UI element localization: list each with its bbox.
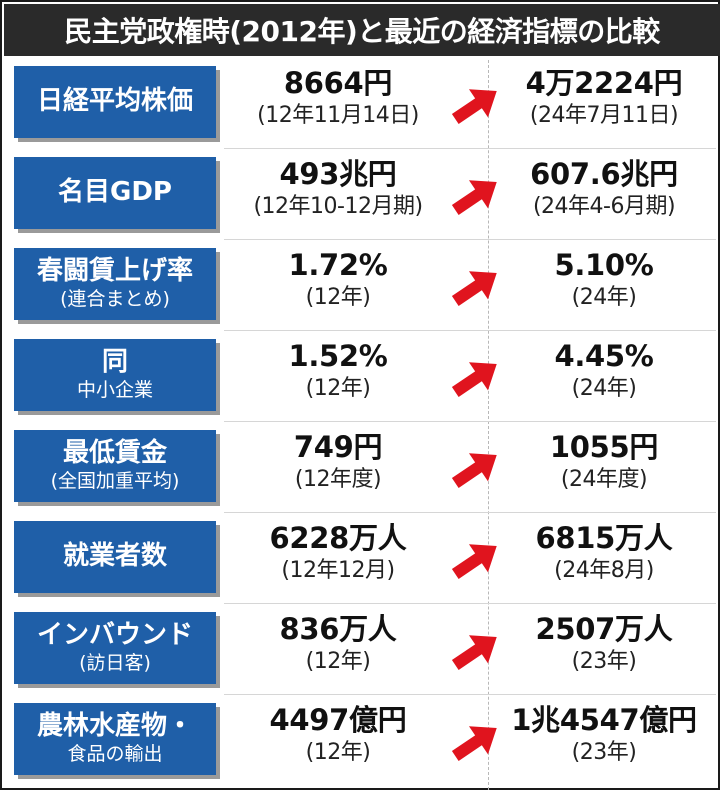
old-value: 1.52% — [288, 339, 388, 373]
indicator-name: 日経平均株価 — [36, 86, 193, 117]
row-separator — [224, 421, 716, 422]
indicator-sub-label: (全国加重平均) — [50, 470, 180, 493]
new-period: (23年) — [571, 739, 637, 765]
old-value: 8664円 — [283, 66, 393, 100]
row-separator — [224, 603, 716, 604]
old-value: 6228万人 — [269, 521, 407, 555]
new-period: (24年) — [571, 375, 637, 401]
indicator-row: 日経平均株価 8664円 (12年11月14日) 4万2224円 (24年7月1… — [2, 60, 720, 149]
new-value: 4.45% — [554, 339, 654, 373]
row-separator — [224, 330, 716, 331]
new-value-cell: 6815万人 (24年8月) — [490, 521, 718, 584]
indicator-row: 名目GDP 493兆円 (12年10-12月期) 607.6兆円 (24年4-6… — [2, 151, 720, 240]
indicator-name: 就業者数 — [62, 541, 167, 572]
old-period: (12年11月14日) — [257, 102, 419, 128]
new-value: 4万2224円 — [525, 66, 683, 100]
indicator-row: 春闘賃上げ率 (連合まとめ) 1.72% (12年) 5.10% (24年) — [2, 242, 720, 331]
new-value: 6815万人 — [535, 521, 673, 555]
old-value: 1.72% — [288, 248, 388, 282]
old-value-cell: 6228万人 (12年12月) — [224, 521, 452, 584]
new-value-cell: 4万2224円 (24年7月11日) — [490, 66, 718, 129]
indicator-row: 就業者数 6228万人 (12年12月) 6815万人 (24年8月) — [2, 515, 720, 604]
old-value: 836万人 — [279, 612, 397, 646]
indicator-name: 名目GDP — [58, 177, 172, 208]
old-value-cell: 1.72% (12年) — [224, 248, 452, 311]
arrow-up-right-icon — [451, 726, 497, 761]
old-period: (12年12月) — [281, 557, 395, 583]
indicator-label: 農林水産物・ 食品の輸出 — [14, 703, 216, 775]
new-period: (24年7月11日) — [529, 102, 679, 128]
arrow-up-right-icon — [451, 635, 497, 670]
indicator-sub-label: (連合まとめ) — [60, 288, 170, 311]
new-period: (24年8月) — [554, 557, 654, 583]
indicator-sub-label: (訪日客) — [79, 652, 151, 675]
row-separator — [224, 148, 716, 149]
new-period: (23年) — [571, 648, 637, 674]
old-period: (12年) — [305, 739, 371, 765]
arrow-up-right-icon — [451, 271, 497, 306]
old-value-cell: 749円 (12年度) — [224, 430, 452, 493]
indicator-name: 農林水産物・ — [36, 711, 193, 742]
new-period: (24年度) — [560, 466, 648, 492]
indicator-label: 名目GDP — [14, 157, 216, 229]
new-value: 607.6兆円 — [530, 157, 678, 191]
new-value: 1055円 — [549, 430, 659, 464]
arrow-up-right-icon — [451, 453, 497, 488]
new-period: (24年4-6月期) — [532, 193, 676, 219]
new-value-cell: 5.10% (24年) — [490, 248, 718, 311]
indicator-name: 春闘賃上げ率 — [36, 256, 193, 287]
arrow-up-right-icon — [451, 362, 497, 397]
old-period: (12年度) — [294, 466, 382, 492]
indicator-label: 同 中小企業 — [14, 339, 216, 411]
page-title: 民主党政権時(2012年)と最近の経済指標の比較 — [4, 4, 720, 56]
old-value: 4497億円 — [269, 703, 407, 737]
new-value-cell: 607.6兆円 (24年4-6月期) — [490, 157, 718, 220]
indicator-label: 日経平均株価 — [14, 66, 216, 138]
indicator-row: 農林水産物・ 食品の輸出 4497億円 (12年) 1兆4547億円 (23年) — [2, 697, 720, 785]
arrow-up-right-icon — [451, 180, 497, 215]
indicator-label: 春闘賃上げ率 (連合まとめ) — [14, 248, 216, 320]
old-period: (12年) — [305, 648, 371, 674]
new-value-cell: 4.45% (24年) — [490, 339, 718, 402]
new-value-cell: 1兆4547億円 (23年) — [490, 703, 718, 766]
indicator-label: インバウンド (訪日客) — [14, 612, 216, 684]
indicator-sub-label: 食品の輸出 — [67, 743, 163, 766]
indicator-sub-label: 中小企業 — [76, 379, 153, 402]
old-value-cell: 1.52% (12年) — [224, 339, 452, 402]
indicator-row: 最低賃金 (全国加重平均) 749円 (12年度) 1055円 (24年度) — [2, 424, 720, 513]
new-value-cell: 2507万人 (23年) — [490, 612, 718, 675]
new-value-cell: 1055円 (24年度) — [490, 430, 718, 493]
new-period: (24年) — [571, 284, 637, 310]
indicator-row: インバウンド (訪日客) 836万人 (12年) 2507万人 (23年) — [2, 606, 720, 695]
indicator-name: インバウンド — [36, 620, 193, 651]
indicator-label: 就業者数 — [14, 521, 216, 593]
old-value-cell: 4497億円 (12年) — [224, 703, 452, 766]
old-period: (12年10-12月期) — [253, 193, 423, 219]
old-period: (12年) — [305, 375, 371, 401]
old-value-cell: 493兆円 (12年10-12月期) — [224, 157, 452, 220]
new-value: 1兆4547億円 — [511, 703, 697, 737]
column-divider — [488, 60, 489, 790]
row-separator — [224, 239, 716, 240]
old-value-cell: 8664円 (12年11月14日) — [224, 66, 452, 129]
indicator-label: 最低賃金 (全国加重平均) — [14, 430, 216, 502]
row-separator — [224, 694, 716, 695]
old-value: 749円 — [293, 430, 383, 464]
indicator-name: 同 — [101, 347, 128, 378]
indicator-name: 最低賃金 — [62, 438, 167, 469]
row-separator — [224, 512, 716, 513]
old-period: (12年) — [305, 284, 371, 310]
old-value: 493兆円 — [279, 157, 397, 191]
arrow-up-right-icon — [451, 89, 497, 124]
new-value: 5.10% — [554, 248, 654, 282]
indicator-row: 同 中小企業 1.52% (12年) 4.45% (24年) — [2, 333, 720, 422]
arrow-up-right-icon — [451, 544, 497, 579]
old-value-cell: 836万人 (12年) — [224, 612, 452, 675]
new-value: 2507万人 — [535, 612, 673, 646]
